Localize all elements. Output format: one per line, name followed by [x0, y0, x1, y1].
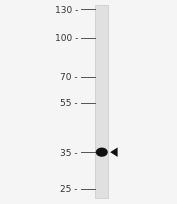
Text: 130 -: 130 -	[55, 6, 78, 15]
Text: 35 -: 35 -	[60, 148, 78, 157]
Text: 100 -: 100 -	[55, 34, 78, 43]
Polygon shape	[110, 148, 118, 157]
Bar	[95, 6, 108, 198]
Ellipse shape	[96, 148, 108, 157]
Text: 70 -: 70 -	[60, 73, 78, 82]
Text: 25 -: 25 -	[60, 184, 78, 193]
Text: 55 -: 55 -	[60, 99, 78, 108]
